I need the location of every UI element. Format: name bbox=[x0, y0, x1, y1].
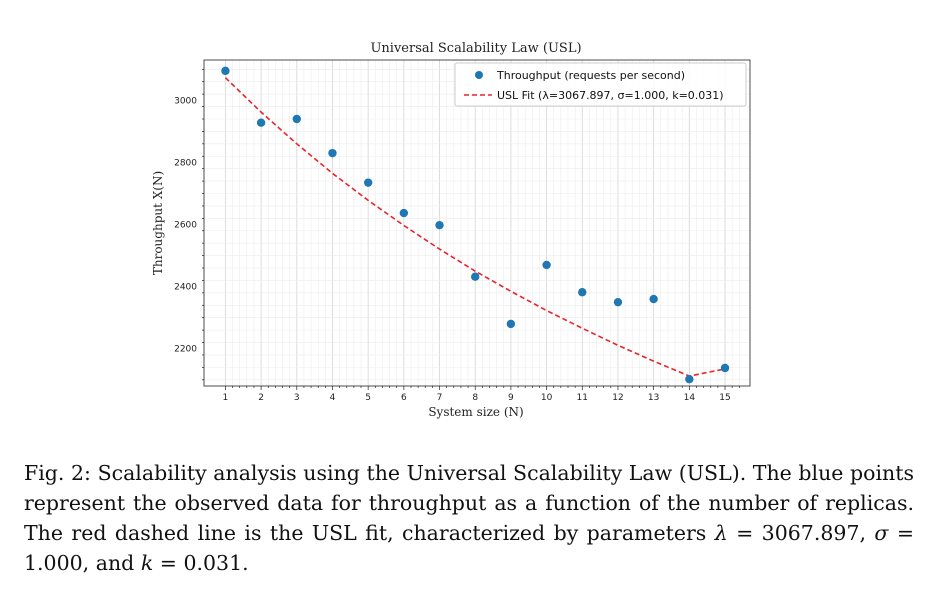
y-axis-label: Throughput X(N) bbox=[151, 171, 165, 275]
x-tick-label: 14 bbox=[684, 393, 696, 403]
y-tick-label: 2200 bbox=[174, 345, 197, 355]
caption-k-symbol: k bbox=[140, 551, 154, 575]
throughput-point bbox=[578, 288, 587, 297]
usl-fit-line bbox=[224, 77, 726, 377]
caption-text: Scalability analysis using the Universal… bbox=[24, 461, 914, 545]
throughput-point bbox=[363, 178, 373, 187]
x-tick-label: 8 bbox=[472, 393, 478, 403]
throughput-point bbox=[471, 272, 480, 281]
x-tick-label: 4 bbox=[330, 393, 336, 403]
throughput-point bbox=[613, 297, 623, 307]
throughput-point bbox=[292, 114, 301, 124]
caption-k-value: = 0.031. bbox=[153, 551, 249, 575]
legend: Throughput (requests per second) USL Fit… bbox=[454, 62, 747, 107]
y-tick-label: 2400 bbox=[174, 283, 197, 293]
legend-label-usl-fit: USL Fit (λ=3067.897, σ=1.000, k=0.031) bbox=[497, 89, 724, 102]
caption-label: Fig. 2: bbox=[24, 461, 91, 485]
x-axis-label: System size (N) bbox=[428, 405, 523, 419]
caption-lambda-value: = 3067.897, bbox=[727, 521, 867, 545]
throughput-point bbox=[399, 208, 409, 218]
throughput-point bbox=[649, 294, 658, 304]
plot-frame bbox=[203, 59, 751, 387]
throughput-point bbox=[328, 148, 337, 158]
caption-sigma-value: = 1.000, and bbox=[24, 521, 914, 575]
throughput-point bbox=[435, 220, 444, 230]
legend-label-throughput: Throughput (requests per second) bbox=[496, 69, 685, 82]
figure-caption: Fig. 2: Scalability analysis using the U… bbox=[24, 458, 914, 578]
usl-fit-polyline bbox=[224, 77, 726, 377]
x-tick-label: 7 bbox=[437, 393, 443, 403]
axis-ticks: 1 2 3 4 5 6 7 8 9 10 11 12 13 14 152200240026002800300… bbox=[174, 68, 740, 403]
x-tick-label: 10 bbox=[541, 393, 553, 403]
throughput-point bbox=[720, 363, 730, 373]
caption-sigma-symbol: σ bbox=[874, 521, 889, 545]
x-tick-label: 12 bbox=[612, 393, 623, 403]
y-tick-label: 2600 bbox=[174, 221, 197, 231]
y-tick-label: 2800 bbox=[174, 158, 197, 168]
throughput-point bbox=[506, 319, 516, 329]
x-tick-label: 1 bbox=[223, 393, 229, 403]
grid bbox=[204, 60, 750, 386]
x-tick-label: 6 bbox=[401, 393, 407, 403]
x-tick-label: 15 bbox=[719, 393, 730, 403]
caption-lambda-symbol: λ bbox=[714, 521, 728, 545]
legend-box bbox=[454, 62, 747, 107]
x-tick-label: 5 bbox=[365, 393, 371, 403]
throughput-point bbox=[221, 66, 230, 76]
x-tick-label: 13 bbox=[648, 393, 659, 403]
throughput-point bbox=[542, 260, 551, 270]
x-tick-label: 9 bbox=[508, 393, 514, 403]
throughput-points bbox=[221, 66, 730, 384]
legend-marker-throughput bbox=[475, 71, 483, 79]
x-tick-label: 11 bbox=[577, 393, 588, 403]
x-tick-label: 2 bbox=[258, 393, 264, 403]
y-tick-label: 3000 bbox=[174, 96, 197, 106]
throughput-point bbox=[256, 118, 266, 127]
throughput-point bbox=[685, 374, 694, 384]
x-tick-label: 3 bbox=[294, 393, 300, 403]
chart-title: Universal Scalability Law (USL) bbox=[370, 41, 581, 56]
